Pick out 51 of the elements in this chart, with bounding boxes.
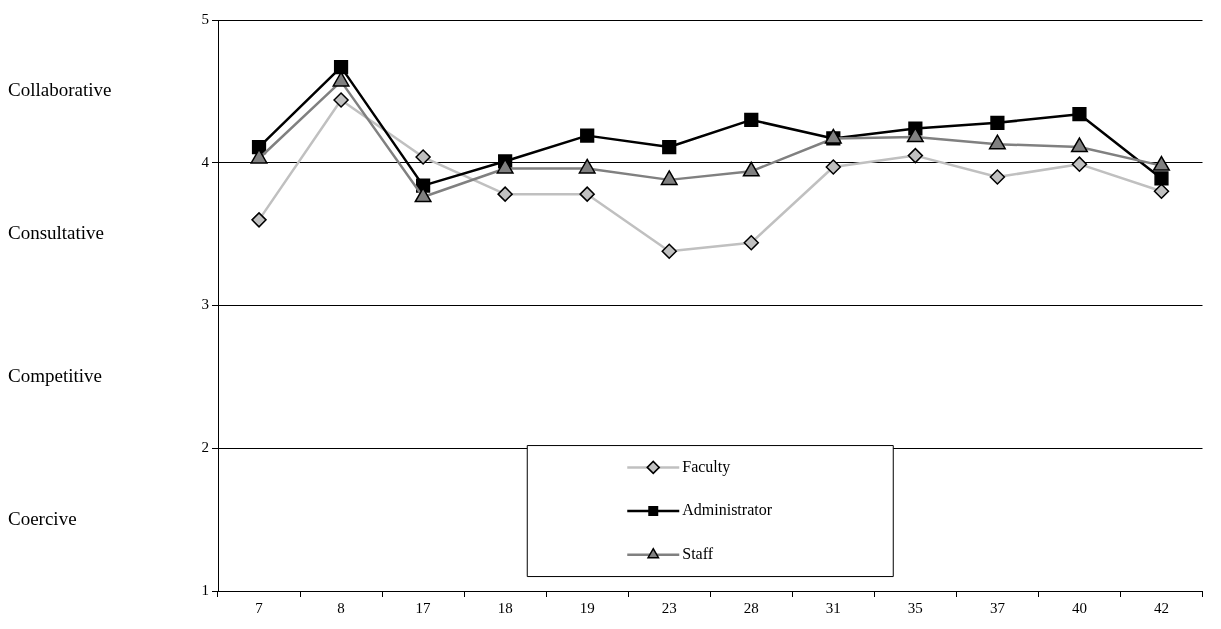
category-label: Coercive [8, 507, 77, 529]
x-tick-label: 7 [255, 599, 264, 616]
point [988, 134, 1006, 150]
y-tick-label: 1 [201, 581, 209, 598]
point [1153, 183, 1170, 200]
point [251, 212, 267, 228]
point [497, 186, 513, 202]
y-tick-label: 2 [201, 439, 209, 456]
category-label: Consultative [8, 222, 105, 244]
point [662, 139, 677, 155]
point [661, 243, 677, 260]
point [906, 127, 924, 143]
legend-label: Faculty [682, 457, 731, 476]
legend-label: Administrator [682, 501, 773, 519]
point [990, 115, 1005, 130]
point [989, 169, 1006, 185]
category-label: Collaborative [8, 79, 112, 101]
x-tick-label: 37 [989, 599, 1006, 616]
x-tick-label: 8 [337, 599, 345, 616]
point [1070, 137, 1088, 153]
point [578, 158, 596, 174]
point [743, 234, 760, 251]
point [742, 161, 760, 177]
point [580, 128, 595, 143]
x-tick-label: 31 [825, 599, 841, 616]
point [1152, 155, 1171, 171]
category-label: Competitive [8, 364, 102, 386]
x-tick-label: 42 [1153, 599, 1169, 616]
point [333, 59, 349, 75]
x-tick-label: 23 [661, 599, 677, 616]
x-tick-label: 17 [415, 599, 432, 616]
y-tick-label: 3 [201, 296, 209, 313]
x-tick-label: 18 [497, 599, 513, 616]
x-tick-label: 35 [907, 599, 923, 616]
point [414, 187, 432, 203]
point [907, 147, 924, 164]
point [1072, 107, 1087, 122]
point [1154, 171, 1169, 186]
x-tick-label: 28 [743, 599, 759, 616]
legend-label: Staff [682, 544, 714, 562]
point [415, 149, 431, 165]
point [1071, 156, 1088, 172]
x-tick-label: 19 [579, 599, 595, 616]
point [660, 170, 678, 186]
y-tick-label: 4 [201, 153, 210, 170]
point [333, 92, 349, 108]
point [744, 112, 759, 128]
x-tick-label: 40 [1071, 599, 1087, 616]
point [579, 186, 595, 202]
point [825, 159, 842, 175]
y-tick-label: 5 [201, 10, 209, 27]
